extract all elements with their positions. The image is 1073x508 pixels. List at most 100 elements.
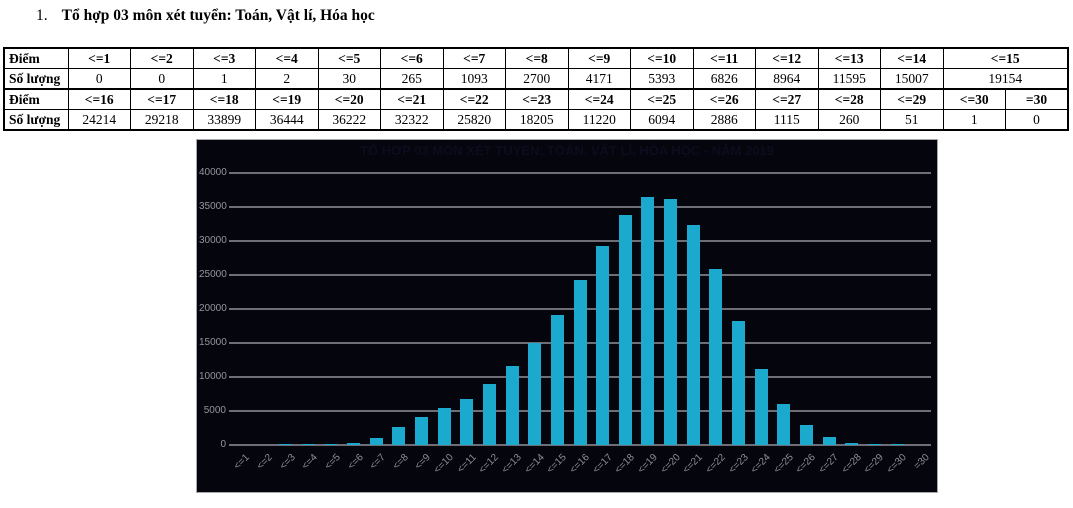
table-header-cell: <=25 — [630, 88, 694, 110]
x-axis-tick-label: <=24 — [749, 452, 773, 476]
bar — [867, 443, 881, 445]
table-value-cell: 18205 — [505, 109, 569, 131]
table-value-cell: 25820 — [442, 109, 506, 131]
x-axis-tick-label: <=6 — [345, 452, 366, 472]
gridline — [229, 274, 931, 276]
table-header-cell: <=9 — [567, 47, 631, 69]
table-value-cell: 265 — [380, 68, 444, 90]
x-axis-tick-label: <=8 — [390, 452, 411, 472]
x-axis-tick-label: <=26 — [794, 452, 819, 476]
bar — [437, 408, 451, 445]
bar — [686, 225, 700, 445]
score-distribution-chart: TỔ HỢP 03 MÔN XÉT TUYỂN: TOÁN, VẬT LÍ, H… — [196, 139, 938, 493]
x-axis-tick-label: <=17 — [590, 452, 615, 476]
x-axis-tick-label: <=21 — [681, 452, 705, 476]
x-axis-tick-label: =30 — [911, 452, 932, 472]
table-value-cell: 24214 — [67, 109, 131, 131]
x-axis-tick-label: <=14 — [522, 452, 547, 476]
table-header-cell: <=26 — [692, 88, 756, 110]
table-row: Số lượng 0 0 1 2 30 265 1093 2700 4171 5393 6826 896… — [3, 68, 1069, 90]
table-value-cell: 1 — [192, 68, 256, 90]
table-header-cell: <=23 — [505, 88, 569, 110]
table-header-cell: <=13 — [817, 47, 881, 69]
table-header-cell: <=22 — [442, 88, 506, 110]
table-row: Số lượng 24214 29218 33899 36444 36222 32322 25… — [3, 109, 1069, 131]
bar — [822, 437, 836, 445]
table-value-cell: 6826 — [692, 68, 756, 90]
bar — [550, 314, 564, 445]
table-header-cell: <=6 — [380, 47, 444, 69]
table-value-cell: 5393 — [630, 68, 694, 90]
x-axis-tick-label: <=19 — [635, 452, 660, 476]
gridline — [229, 240, 931, 242]
table-header-cell: <=4 — [255, 47, 319, 69]
table-row: Điểm <=1 <=2 <=3 <=4 <=5 <=6 <=7 <=8 <=9 <=10 <=11 <… — [3, 47, 1069, 69]
bar — [279, 443, 293, 445]
x-axis-tick-label: <=28 — [839, 452, 864, 476]
table-header-cell: <=20 — [317, 88, 381, 110]
bar — [618, 214, 632, 445]
table-header-cell: <=1 — [67, 47, 131, 69]
bar — [664, 198, 678, 445]
x-axis-tick-label: <=20 — [658, 452, 683, 476]
table-header-cell: <=15 — [942, 47, 1069, 69]
x-axis-tick-label: <=29 — [862, 452, 887, 476]
bar — [414, 416, 428, 445]
table-value-cell: 4171 — [567, 68, 631, 90]
y-axis-tick-label: 35000 — [199, 201, 227, 212]
table-value-cell: 8964 — [755, 68, 819, 90]
table-value-cell: 51 — [880, 109, 944, 131]
table-header-cell: <=14 — [880, 47, 944, 69]
x-axis-tick-label: <=18 — [613, 452, 638, 476]
bar — [709, 269, 723, 445]
section-heading: 1. Tổ hợp 03 môn xét tuyển: Toán, Vật lí,… — [36, 7, 375, 25]
gridline — [229, 444, 931, 446]
table-header-cell: <=29 — [880, 88, 944, 110]
table-header-cell: =30 — [1005, 88, 1069, 110]
x-axis-tick-label: <=27 — [816, 452, 841, 476]
table-header-cell: <=30 — [942, 88, 1006, 110]
gridline — [229, 206, 931, 208]
x-axis-tick-label: <=25 — [771, 452, 796, 476]
bar — [324, 443, 338, 445]
bar — [505, 366, 519, 445]
x-axis-tick-label: <=30 — [884, 452, 909, 476]
table-value-cell: 33899 — [192, 109, 256, 131]
table-header-cell: <=10 — [630, 47, 694, 69]
row-label-cell: Số lượng — [3, 109, 69, 131]
table-value-cell: 32322 — [380, 109, 444, 131]
y-axis-tick-label: 5000 — [203, 405, 226, 416]
y-axis-tick-label: 15000 — [199, 337, 227, 348]
table-value-cell: 1 — [942, 109, 1006, 131]
table-header-cell: <=21 — [380, 88, 444, 110]
bar — [732, 321, 746, 445]
table-row: Điểm <=16 <=17 <=18 <=19 <=20 <=21 <=22 <=23 <=24… — [3, 88, 1069, 110]
bar — [754, 368, 768, 445]
x-axis-tick-label: <=13 — [499, 452, 524, 476]
bar — [460, 398, 474, 445]
table-header-cell: <=11 — [692, 47, 756, 69]
table-header-cell: <=16 — [67, 88, 131, 110]
x-axis-tick-label: <=10 — [431, 452, 456, 476]
x-axis-tick-label: <=12 — [477, 452, 502, 476]
table-header-cell: <=17 — [130, 88, 194, 110]
score-table-body: Điểm <=1 <=2 <=3 <=4 <=5 <=6 <=7 <=8 <=9 <=10 <=11 <… — [3, 47, 1069, 131]
row-label-cell: Số lượng — [3, 68, 69, 90]
table-value-cell: 11595 — [817, 68, 881, 90]
bar — [890, 443, 904, 445]
table-value-cell: 6094 — [630, 109, 694, 131]
bar — [596, 246, 610, 445]
chart-plot-area — [229, 172, 931, 446]
row-label-cell: Điểm — [3, 47, 69, 69]
table-value-cell: 0 — [1005, 109, 1069, 131]
x-axis-tick-label: <=3 — [277, 452, 298, 472]
bar — [347, 443, 361, 445]
bar — [845, 443, 859, 445]
table-header-cell: <=27 — [755, 88, 819, 110]
score-distribution-table: Điểm <=1 <=2 <=3 <=4 <=5 <=6 <=7 <=8 <=9 <=10 <=11 <… — [3, 47, 1069, 131]
x-axis-tick-label: <=4 — [300, 452, 321, 472]
y-axis-tick-label: 40000 — [199, 167, 227, 178]
bar — [528, 342, 542, 445]
table-header-cell: <=8 — [505, 47, 569, 69]
x-axis-tick-label: <=1 — [232, 452, 253, 472]
